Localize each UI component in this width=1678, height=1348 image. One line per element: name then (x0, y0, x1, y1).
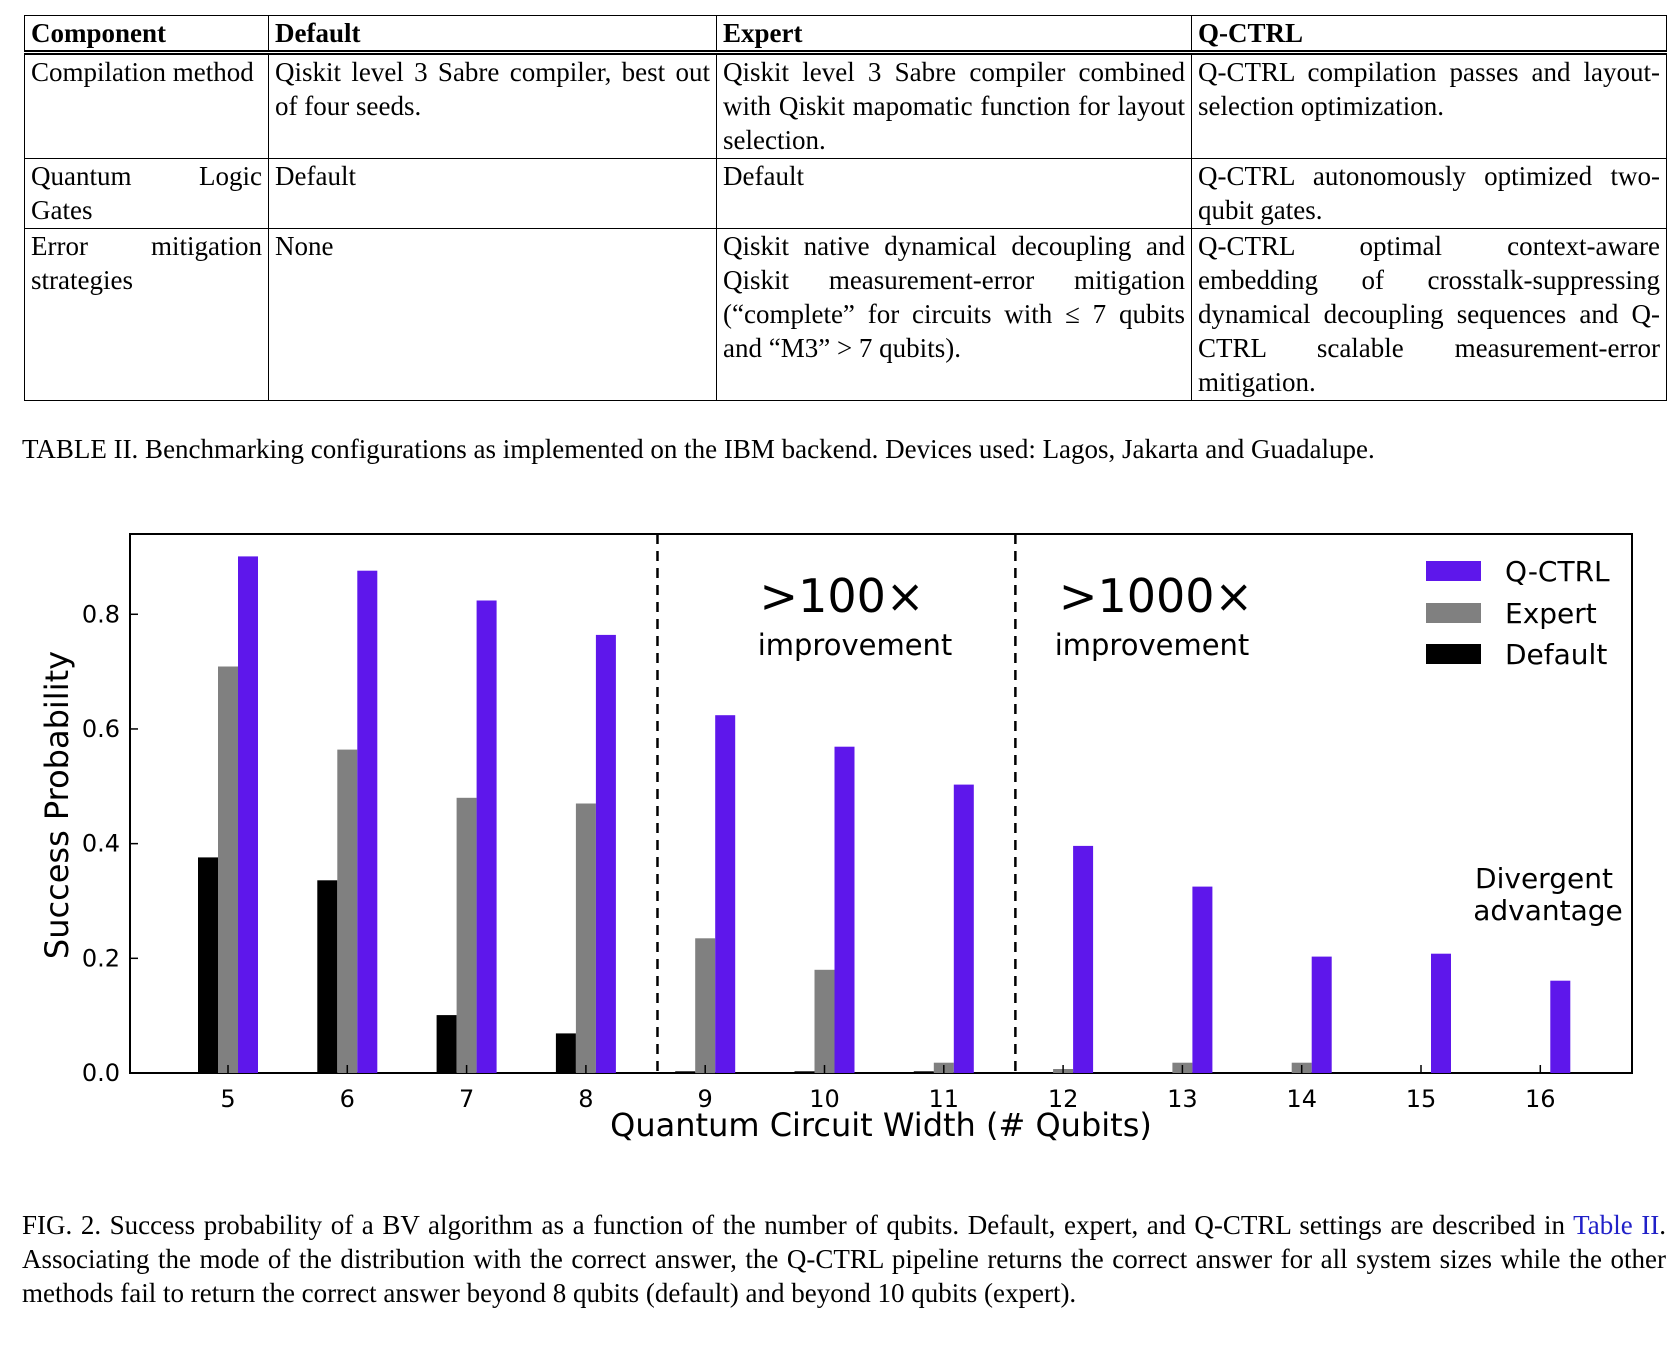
y-tick-label-0.0: 0.0 (82, 1059, 120, 1087)
plot-frame (129, 533, 1633, 1074)
bar-expert-10 (814, 969, 835, 1073)
table-header-row: Component Default Expert Q-CTRL (24, 15, 1667, 55)
annotation-100x: >100× (760, 569, 925, 623)
bar-qctrl-9 (715, 715, 736, 1073)
cell-component: Compilation method (24, 52, 269, 159)
annotation-divergent: Divergent (1475, 862, 1613, 895)
ticks-group: 5 6 7 8 9 10 11 12 13 14 15 16 0.0 0.2 0.4 0.6 0.8 (82, 600, 1556, 1113)
bar-expert-6 (337, 749, 358, 1073)
bar-default-9 (675, 1071, 696, 1073)
annotation-advantage: advantage (1473, 894, 1623, 927)
cell-qctrl: Q-CTRL optimal context-aware embedding o… (1191, 228, 1667, 401)
dividers-group (656, 534, 1017, 1073)
bar-expert-8 (575, 803, 596, 1073)
legend-label-qctrl: Q-CTRL (1505, 555, 1610, 588)
cell-default: Default (268, 158, 717, 229)
cell-expert: Qiskit level 3 Sabre compiler combined w… (716, 52, 1192, 159)
header-component: Component (24, 15, 269, 55)
bar-expert-9 (695, 938, 716, 1074)
x-tick-label-6: 6 (340, 1085, 355, 1113)
x-axis-label: Quantum Circuit Width (# Qubits) (610, 1106, 1152, 1144)
bar-default-10 (794, 1071, 815, 1073)
table-row: Quantum Logic Gates Default Default Q-CT… (24, 158, 1667, 229)
cell-default: None (268, 228, 717, 401)
header-default: Default (268, 15, 717, 55)
table-row: Compilation method Qiskit level 3 Sabre … (24, 52, 1667, 159)
bar-default-5 (198, 857, 218, 1073)
bar-expert-7 (456, 797, 477, 1073)
legend-label-expert: Expert (1505, 597, 1597, 630)
y-tick-label-0.8: 0.8 (82, 600, 120, 628)
x-tick-label-16: 16 (1525, 1085, 1556, 1113)
header-qctrl: Q-CTRL (1191, 15, 1667, 55)
bar-default-7 (436, 1015, 457, 1073)
y-tick-label-0.2: 0.2 (82, 944, 120, 972)
bar-qctrl-11 (953, 784, 974, 1073)
y-axis-label: Success Probability (38, 651, 76, 959)
y-tick-label-0.6: 0.6 (82, 715, 120, 743)
cell-expert: Default (716, 158, 1192, 229)
configuration-table: Component Default Expert Q-CTRL Compilat… (24, 15, 1667, 401)
legend: Q-CTRL Expert Default (1426, 555, 1610, 671)
table-row: Error mitigation strategies None Qiskit … (24, 228, 1667, 401)
x-tick-label-10: 10 (809, 1085, 840, 1113)
x-tick-label-14: 14 (1286, 1085, 1317, 1113)
table-caption: TABLE II. Benchmarking configurations as… (22, 434, 1375, 464)
figure-caption: FIG. 2. Success probability of a BV algo… (22, 1208, 1666, 1310)
bars-group (198, 556, 1571, 1074)
legend-swatch-default (1426, 644, 1481, 664)
x-tick-label-7: 7 (459, 1085, 474, 1113)
bar-qctrl-6 (357, 570, 378, 1073)
annotation-100x-sub: improvement (758, 628, 953, 662)
bar-qctrl-8 (595, 634, 616, 1073)
bar-qctrl-10 (834, 746, 855, 1073)
bar-default-6 (317, 880, 338, 1073)
legend-swatch-expert (1426, 603, 1481, 623)
x-tick-label-8: 8 (578, 1085, 593, 1113)
bar-qctrl-12 (1073, 845, 1094, 1073)
cell-default: Qiskit level 3 Sabre compiler, best out … (268, 52, 717, 159)
bar-expert-5 (218, 666, 238, 1073)
legend-swatch-qctrl (1426, 561, 1481, 581)
x-tick-label-9: 9 (698, 1085, 713, 1113)
annotation-1000x: >1000× (1059, 569, 1253, 623)
header-expert: Expert (716, 15, 1192, 55)
cell-component: Quantum Logic Gates (24, 158, 269, 229)
success-probability-chart: 5 6 7 8 9 10 11 12 13 14 15 16 0.0 0.2 0.4 0.6 0.8 Quant… (38, 533, 1633, 1144)
legend-label-default: Default (1505, 638, 1607, 671)
cell-expert: Qiskit native dynamical decoupling and Q… (716, 228, 1192, 401)
bar-default-8 (555, 1033, 576, 1073)
y-tick-label-0.4: 0.4 (82, 830, 120, 858)
figure-caption-text: FIG. 2. Success probability of a BV algo… (22, 1210, 1574, 1240)
x-tick-label-15: 15 (1406, 1085, 1437, 1113)
bar-default-11 (913, 1071, 934, 1073)
bar-qctrl-5 (238, 556, 258, 1073)
cell-qctrl: Q-CTRL compilation passes and layout-sel… (1191, 52, 1667, 159)
x-tick-label-12: 12 (1048, 1085, 1079, 1113)
annotation-1000x-sub: improvement (1055, 628, 1250, 662)
x-tick-label-11: 11 (929, 1085, 960, 1113)
cell-component: Error mitigation strategies (24, 228, 269, 401)
x-tick-label-13: 13 (1167, 1085, 1198, 1113)
table-ii-link[interactable]: Table II (1573, 1210, 1660, 1240)
bar-qctrl-7 (476, 600, 497, 1073)
bar-qctrl-13 (1192, 886, 1213, 1073)
bar-qctrl-14 (1311, 956, 1332, 1073)
bar-qctrl-15 (1431, 953, 1451, 1073)
cell-qctrl: Q-CTRL autonomously optimized two-qubit … (1191, 158, 1667, 229)
figure-caption-text-end: . Associating the mode of the distributi… (22, 1210, 1666, 1308)
bar-qctrl-16 (1550, 980, 1571, 1073)
x-tick-label-5: 5 (220, 1085, 235, 1113)
